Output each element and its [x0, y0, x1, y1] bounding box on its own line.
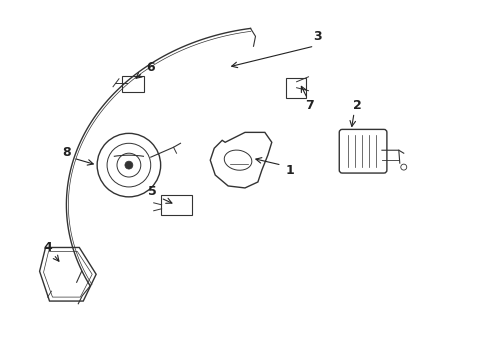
Circle shape — [97, 133, 161, 197]
Text: 7: 7 — [305, 99, 313, 112]
Text: 2: 2 — [352, 99, 361, 112]
Text: 8: 8 — [62, 146, 71, 159]
Circle shape — [117, 153, 141, 177]
FancyBboxPatch shape — [285, 78, 305, 98]
Circle shape — [400, 164, 406, 170]
Text: 3: 3 — [312, 30, 321, 42]
FancyBboxPatch shape — [161, 195, 192, 215]
FancyBboxPatch shape — [122, 76, 143, 92]
Ellipse shape — [224, 150, 251, 170]
Text: 6: 6 — [146, 61, 155, 75]
Text: 4: 4 — [43, 241, 52, 254]
Text: 1: 1 — [285, 163, 293, 176]
Text: 5: 5 — [148, 185, 157, 198]
Circle shape — [124, 161, 133, 169]
Circle shape — [107, 143, 150, 187]
Polygon shape — [210, 132, 271, 188]
Polygon shape — [40, 247, 96, 301]
FancyBboxPatch shape — [66, 281, 84, 293]
FancyBboxPatch shape — [339, 129, 386, 173]
